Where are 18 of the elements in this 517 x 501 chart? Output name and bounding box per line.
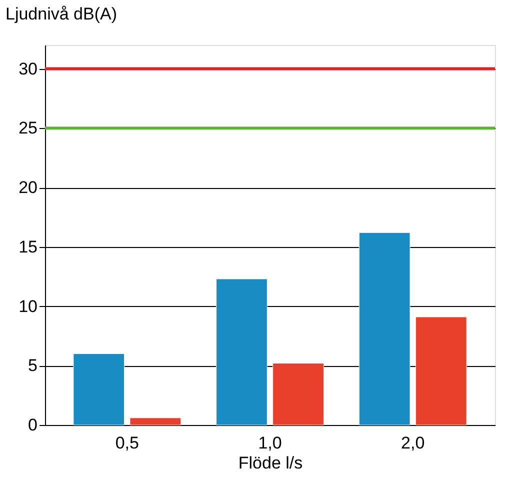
y-axis-title: Ljudnivå dB(A) <box>6 4 118 24</box>
y-tick-label: 5 <box>28 356 38 376</box>
x-tick-label: 1,0 <box>258 434 282 452</box>
bar <box>358 232 410 426</box>
y-tick-label: 15 <box>18 237 38 256</box>
bar <box>415 316 467 426</box>
y-tick-label: 0 <box>28 416 38 434</box>
bar <box>73 354 125 426</box>
y-tick-label: 20 <box>18 178 38 197</box>
bar <box>272 363 324 426</box>
x-tick-label: 0,5 <box>115 434 139 452</box>
y-tick-label: 25 <box>18 118 38 138</box>
y-tick-label: 10 <box>18 296 38 316</box>
x-axis-title: Flöde l/s <box>238 454 303 472</box>
bar <box>130 418 182 426</box>
bar <box>216 278 268 426</box>
x-tick-label: 2,0 <box>401 434 425 452</box>
y-tick-label: 30 <box>18 59 38 78</box>
